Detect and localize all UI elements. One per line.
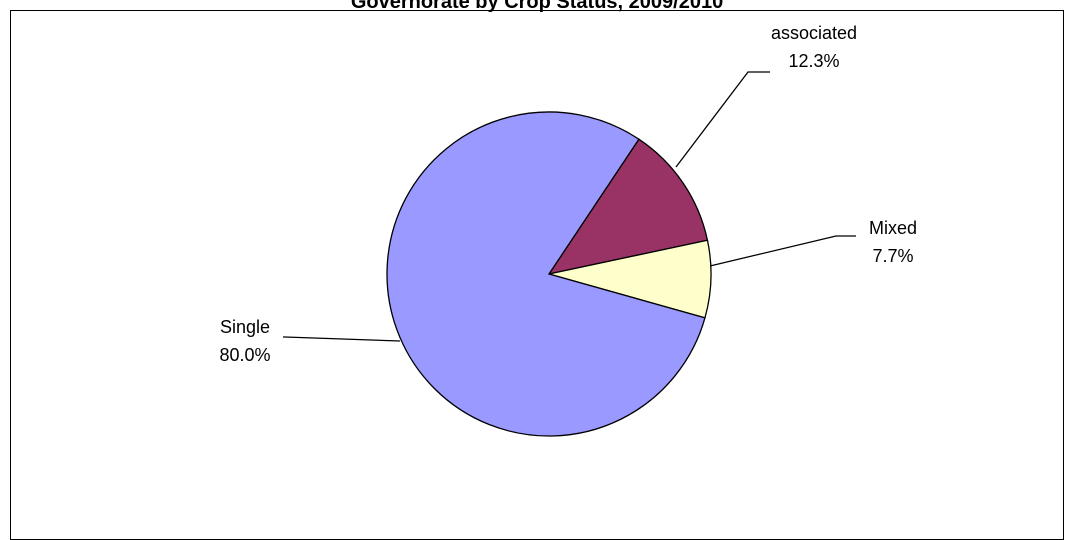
slice-percent-single: 80.0% [219,345,270,365]
pie-slice-single [386,111,706,437]
slice-label-mixed: Mixed [869,218,917,238]
leader-line-single [283,336,401,342]
slice-percent-associated: 12.3% [788,51,839,71]
slice-percent-mixed: 7.7% [872,246,913,266]
leader-line-associated [675,71,770,168]
pie-chart: associated 12.3% Mixed 7.7% Single 80.0% [219,23,917,437]
pie-slice-associated [547,138,709,275]
leader-line-mixed [709,235,856,267]
slice-label-associated: associated [771,23,857,43]
chart-title: Governorate by Crop Status, 2009/2010 [350,0,724,13]
slice-label-single: Single [220,317,270,337]
